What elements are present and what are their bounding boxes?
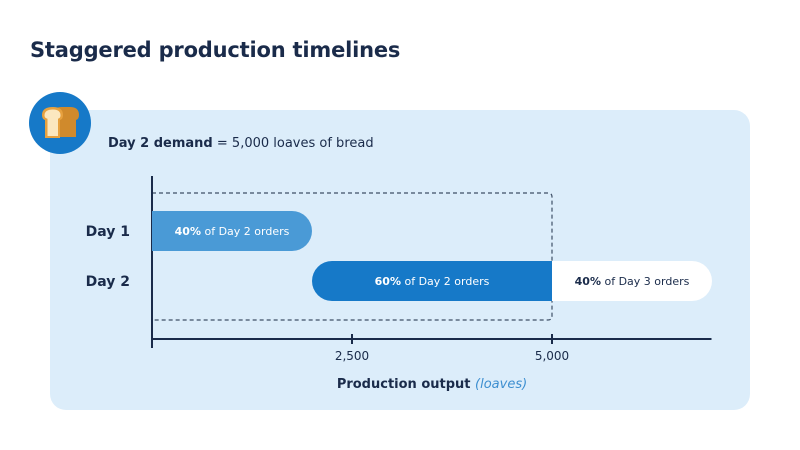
demand-note: Day 2 demand = 5,000 loaves of bread <box>108 136 374 151</box>
category-label: Day 1 <box>86 224 130 240</box>
chart-panel <box>50 110 750 410</box>
bar-segment <box>312 261 552 301</box>
demand-label: Day 2 demand <box>108 136 213 151</box>
bar-label: 60% of Day 2 orders <box>375 275 490 288</box>
bar-label: 40% of Day 3 orders <box>575 275 690 288</box>
x-tick-label: 5,000 <box>535 349 569 363</box>
bar-label: 40% of Day 2 orders <box>175 225 290 238</box>
highlight-bracket <box>152 192 553 321</box>
demand-separator: = <box>212 136 232 151</box>
chart-title: Staggered production timelines <box>30 38 401 62</box>
demand-value: 5,000 loaves of bread <box>231 136 374 151</box>
x-tick-label: 2,500 <box>335 349 369 363</box>
bar-segment <box>552 261 712 301</box>
bread-icon <box>29 92 91 154</box>
category-label: Day 2 <box>86 274 130 290</box>
bar-segment <box>152 211 312 251</box>
x-axis-title: Production output (loaves) <box>337 377 527 392</box>
